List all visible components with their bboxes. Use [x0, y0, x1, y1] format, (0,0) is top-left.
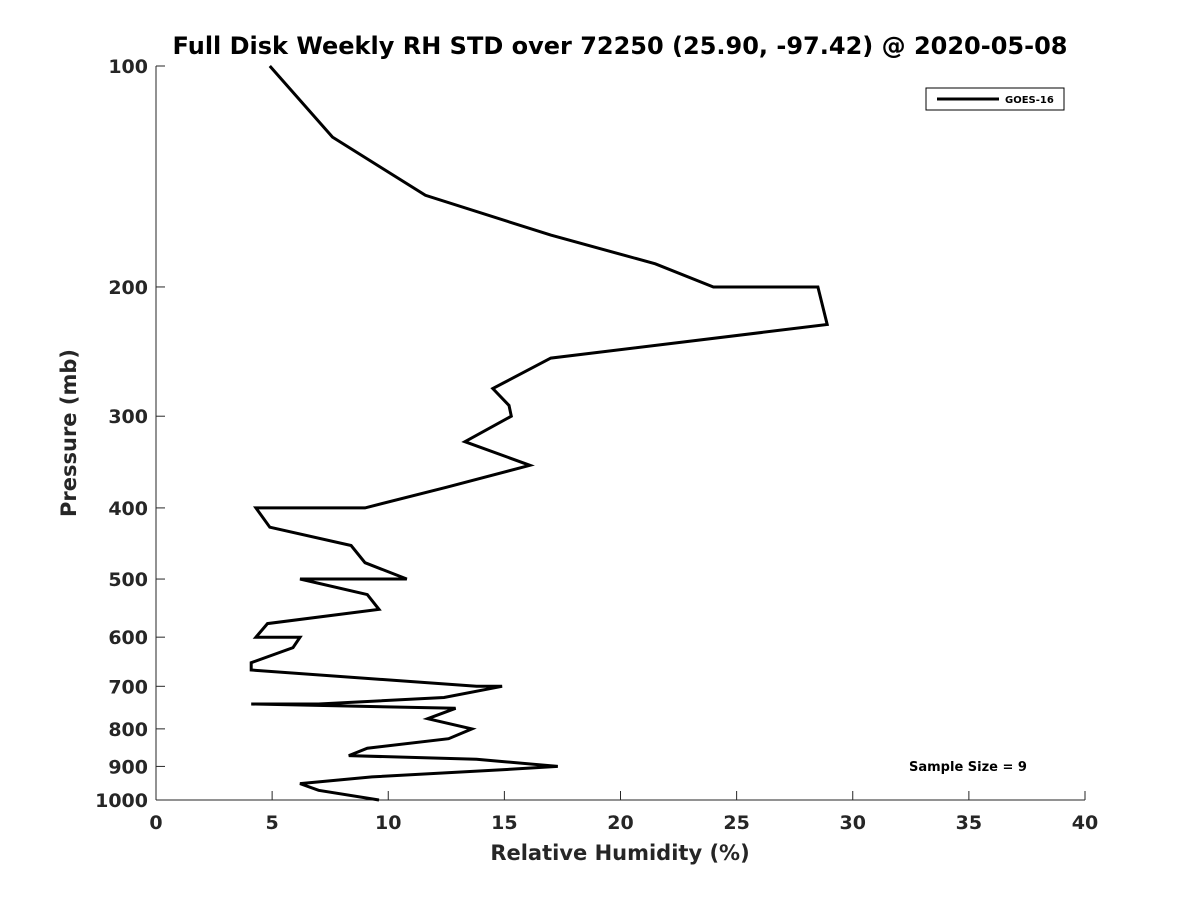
y-tick-label: 400 — [108, 498, 148, 520]
y-axis-label: Pressure (mb) — [57, 349, 81, 517]
series-line-goes-16 — [249, 65, 830, 802]
x-tick-label: 40 — [1072, 812, 1098, 834]
series-layer — [249, 65, 830, 802]
y-tick-label: 300 — [108, 406, 148, 428]
x-axis-ticks: 0 5 10 15 20 25 30 35 40 — [149, 791, 1098, 834]
y-tick-label: 1000 — [95, 790, 148, 812]
y-tick-label: 700 — [108, 676, 148, 698]
y-tick-label: 200 — [108, 277, 148, 299]
x-axis-label: Relative Humidity (%) — [490, 841, 749, 865]
y-tick-label: 500 — [108, 569, 148, 591]
y-tick-label: 600 — [108, 627, 148, 649]
sample-size-annotation: Sample Size = 9 — [909, 760, 1027, 775]
y-tick-label: 800 — [108, 719, 148, 741]
x-tick-label: 30 — [840, 812, 866, 834]
y-tick-label: 900 — [108, 756, 148, 778]
x-tick-label: 35 — [956, 812, 982, 834]
x-tick-label: 5 — [266, 812, 279, 834]
y-axis-ticks: 100 200 300 400 500 600 700 800 900 1000 — [95, 56, 165, 812]
chart-title: Full Disk Weekly RH STD over 72250 (25.9… — [173, 32, 1068, 60]
legend-entry-goes-16: GOES-16 — [1005, 95, 1054, 106]
legend: GOES-16 — [925, 87, 1065, 111]
y-tick-label: 100 — [108, 56, 148, 78]
x-tick-label: 20 — [607, 812, 633, 834]
x-tick-label: 0 — [149, 812, 162, 834]
x-tick-label: 10 — [375, 812, 401, 834]
x-tick-label: 15 — [491, 812, 517, 834]
x-tick-label: 25 — [723, 812, 749, 834]
